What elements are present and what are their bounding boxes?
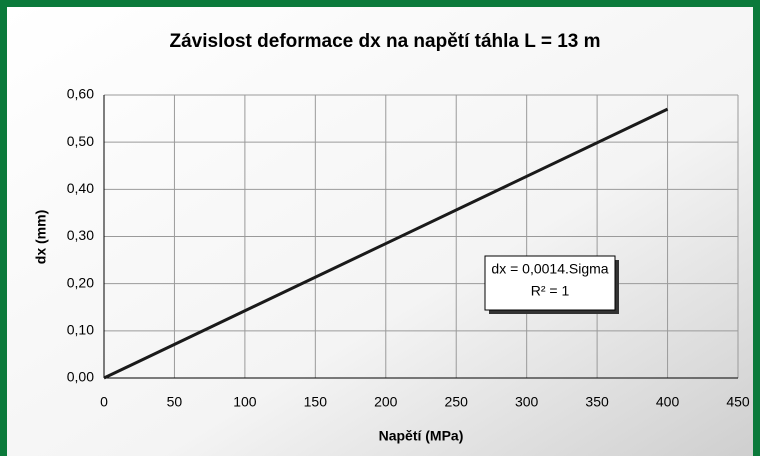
y-tick-label: 0,10 xyxy=(67,322,94,338)
background xyxy=(7,7,753,456)
x-tick-label: 250 xyxy=(445,394,469,410)
x-tick-label: 350 xyxy=(585,394,609,410)
annotation-text: R² = 1 xyxy=(531,283,570,299)
y-tick-label: 0,20 xyxy=(67,274,94,290)
x-tick-label: 150 xyxy=(304,394,328,410)
x-tick-label: 400 xyxy=(656,394,680,410)
annotation-text: dx = 0,0014.Sigma xyxy=(491,261,608,277)
x-tick-label: 300 xyxy=(515,394,539,410)
y-tick-label: 0,50 xyxy=(67,133,94,149)
chart-title: Závislost deformace dx na napětí táhla L… xyxy=(170,31,601,52)
y-tick-label: 0,40 xyxy=(67,180,94,196)
y-tick-label: 0,60 xyxy=(67,86,94,102)
y-axis-label: dx (mm) xyxy=(33,210,49,264)
chart: Závislost deformace dx na napětí táhla L… xyxy=(0,0,760,456)
x-tick-label: 100 xyxy=(233,394,257,410)
x-tick-label: 200 xyxy=(374,394,398,410)
y-tick-label: 0,30 xyxy=(67,227,94,243)
x-axis-label: Napětí (MPa) xyxy=(379,428,464,444)
x-tick-label: 450 xyxy=(726,394,750,410)
y-tick-label: 0,00 xyxy=(67,369,94,385)
x-tick-label: 0 xyxy=(100,394,108,410)
x-tick-label: 50 xyxy=(167,394,183,410)
